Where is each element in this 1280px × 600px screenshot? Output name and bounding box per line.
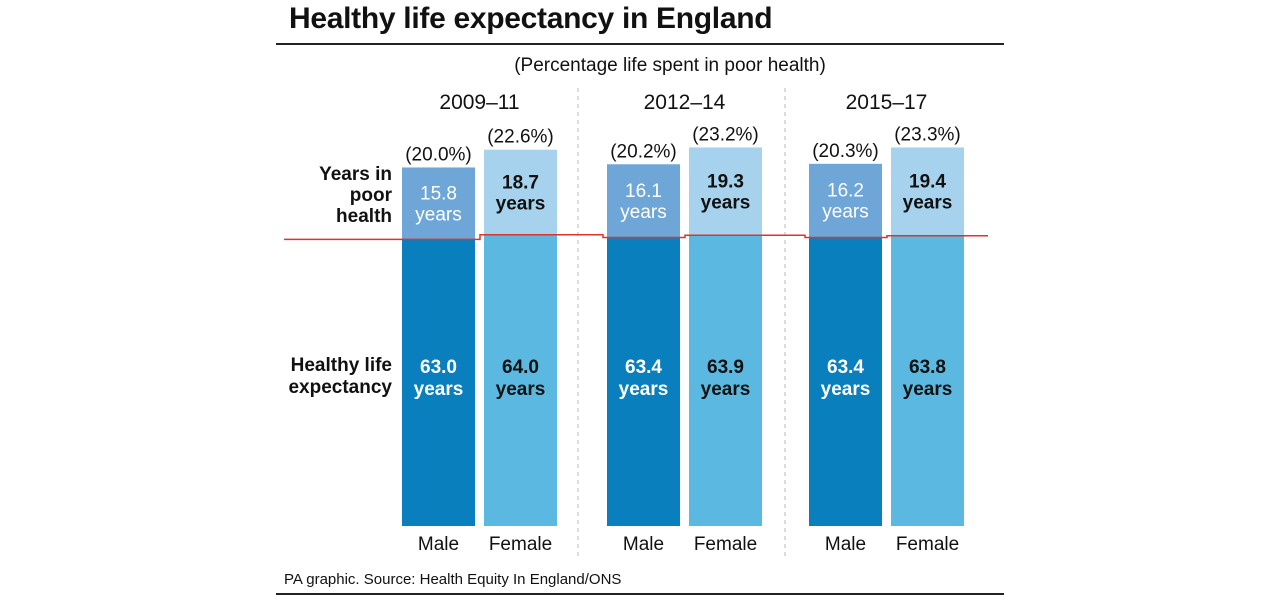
bar-healthy-201517-male	[809, 237, 882, 526]
healthy-years-unit-201517-female: years	[903, 379, 953, 400]
bar-healthy-201214-male	[607, 237, 680, 526]
healthy-boundary-line	[284, 234, 988, 241]
bar-healthy-200911-male	[402, 239, 475, 526]
pct-label-201517-male: (20.3%)	[812, 141, 879, 162]
sex-label-200911-female: Female	[489, 534, 552, 555]
healthy-years-unit-201214-male: years	[619, 379, 669, 400]
row-label-poor-health-2: poor	[350, 185, 393, 206]
poor-years-unit-201214-female: years	[701, 192, 751, 213]
chart-title: Healthy life expectancy in England	[289, 2, 773, 35]
bar-poor-health-200911-female	[484, 149, 557, 235]
row-label-healthy-1: Healthy life	[291, 355, 392, 376]
pct-label-200911-female: (22.6%)	[487, 127, 554, 148]
poor-years-unit-201517-female: years	[903, 193, 953, 214]
poor-years-value-201517-male: 16.2	[827, 181, 864, 202]
top-rule	[276, 43, 1004, 45]
bar-poor-health-200911-male	[402, 167, 475, 240]
healthy-years-unit-201214-female: years	[701, 379, 751, 400]
sex-label-201517-male: Male	[825, 534, 866, 555]
period-label-3: 2015–17	[846, 91, 928, 114]
row-label-poor-health-1: Years in	[319, 164, 392, 185]
sex-label-200911-male: Male	[418, 534, 459, 555]
bar-poor-health-201214-female	[689, 147, 762, 236]
poor-years-value-200911-male: 15.8	[420, 183, 457, 204]
pct-label-201214-female: (23.2%)	[692, 124, 759, 145]
pct-label-200911-male: (20.0%)	[405, 144, 472, 165]
healthy-years-unit-200911-female: years	[496, 379, 546, 400]
pct-label-201517-female: (23.3%)	[894, 124, 961, 145]
bar-healthy-201214-female	[689, 235, 762, 526]
source-note: PA graphic. Source: Health Equity In Eng…	[284, 571, 622, 588]
bar-poor-health-201517-female	[891, 147, 964, 236]
bottom-rule	[276, 593, 1004, 595]
period-label-2: 2012–14	[644, 91, 726, 114]
healthy-years-unit-200911-male: years	[414, 379, 464, 400]
poor-years-unit-200911-male: years	[415, 204, 461, 225]
poor-years-unit-200911-female: years	[496, 193, 546, 214]
bar-healthy-201517-female	[891, 235, 964, 526]
bar-poor-health-201214-male	[607, 164, 680, 238]
period-label-1: 2009–11	[439, 91, 519, 114]
poor-years-value-200911-female: 18.7	[502, 172, 539, 193]
poor-years-unit-201214-male: years	[620, 202, 666, 223]
healthy-years-value-201517-female: 63.8	[909, 357, 946, 378]
healthy-years-value-200911-male: 63.0	[420, 357, 457, 378]
healthy-years-value-201214-male: 63.4	[625, 357, 662, 378]
healthy-years-value-201214-female: 63.9	[707, 357, 744, 378]
healthy-years-value-200911-female: 64.0	[502, 357, 539, 378]
chart-subtitle: (Percentage life spent in poor health)	[514, 55, 826, 76]
sex-label-201214-female: Female	[694, 534, 757, 555]
row-label-healthy-2: expectancy	[288, 377, 392, 398]
bar-poor-health-201517-male	[809, 163, 882, 238]
row-label-poor-health-3: health	[336, 206, 392, 227]
pct-label-201214-male: (20.2%)	[610, 141, 677, 162]
healthy-years-unit-201517-male: years	[821, 379, 871, 400]
poor-years-value-201214-female: 19.3	[707, 171, 744, 192]
bar-healthy-200911-female	[484, 234, 557, 527]
poor-years-value-201214-male: 16.1	[625, 181, 662, 202]
sex-label-201214-male: Male	[623, 534, 664, 555]
healthy-years-value-201517-male: 63.4	[827, 357, 864, 378]
sex-label-201517-female: Female	[896, 534, 959, 555]
poor-years-value-201517-female: 19.4	[909, 172, 946, 193]
poor-years-unit-201517-male: years	[822, 202, 868, 223]
